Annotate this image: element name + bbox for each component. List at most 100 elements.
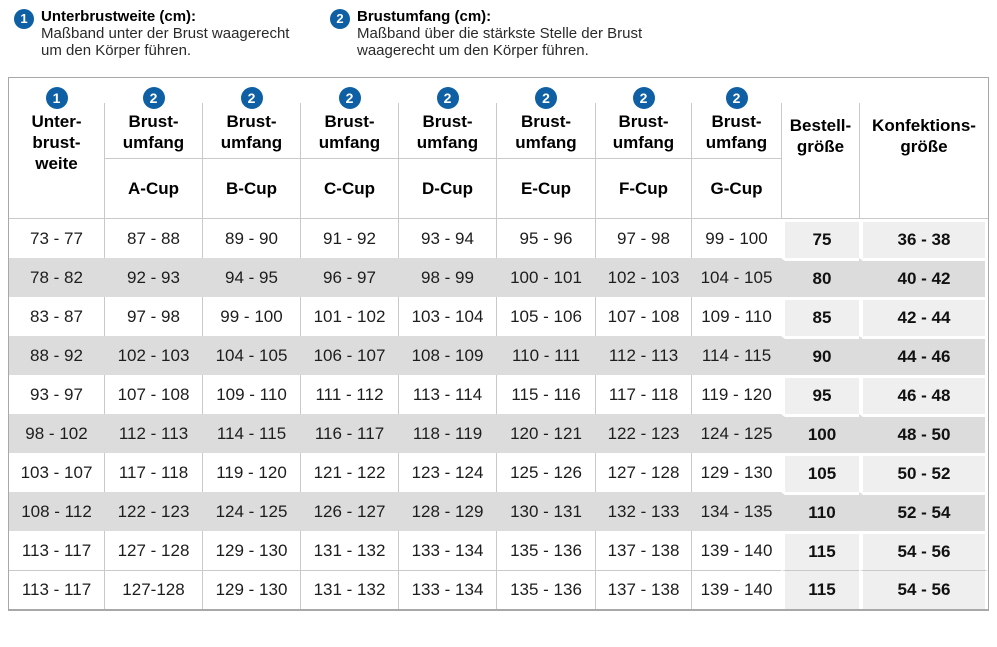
cup-range-cell: 98 - 99 [398, 258, 496, 297]
cup-range-cell: 139 - 140 [691, 531, 781, 570]
number-2-badge-icon: 2 [338, 87, 361, 109]
cup-range-cell: 107 - 108 [595, 297, 691, 336]
order-size-cell: 115 [781, 531, 859, 570]
bust-header-line: Brust- [422, 112, 473, 131]
clothing-size-cell: 36 - 38 [859, 219, 988, 258]
bust-header-line: Brust- [226, 112, 277, 131]
cup-range-cell: 124 - 125 [202, 492, 300, 531]
cup-range-cell: 133 - 134 [398, 531, 496, 570]
cup-range-cell: 117 - 118 [595, 375, 691, 414]
bust-circumference-column-header: 2 Brust-umfang [496, 78, 595, 159]
bust-header-line: umfang [220, 133, 283, 152]
cup-range-cell: 102 - 103 [595, 258, 691, 297]
cup-range-cell: 94 - 95 [202, 258, 300, 297]
size-row: 78 - 82 92 - 93 94 - 95 96 - 97 98 - 99 100 -… [9, 258, 988, 297]
cup-range-cell: 135 - 136 [496, 531, 595, 570]
cup-range-cell: 101 - 102 [300, 297, 398, 336]
clothing-size-cell: 44 - 46 [859, 336, 988, 375]
clothing-size-header-line: größe [900, 137, 948, 156]
bust-header-line: Brust- [128, 112, 179, 131]
cup-range-cell: 117 - 118 [104, 453, 202, 492]
clothing-size-header-line: Konfektions- [872, 116, 976, 135]
number-2-badge-icon: 2 [240, 87, 263, 109]
underbust-header-line: weite [35, 154, 78, 173]
cup-range-cell: 125 - 126 [496, 453, 595, 492]
bust-header-line: umfang [612, 133, 675, 152]
cup-range-cell: 103 - 104 [398, 297, 496, 336]
cup-size-header: A-Cup [104, 159, 202, 219]
cup-range-cell: 133 - 134 [398, 570, 496, 609]
cup-range-cell: 127 - 128 [595, 453, 691, 492]
clothing-size-cell: 54 - 56 [859, 531, 988, 570]
cup-range-cell: 100 - 101 [496, 258, 595, 297]
cup-range-cell: 105 - 106 [496, 297, 595, 336]
bust-circumference-column-header: 2 Brust-umfang [202, 78, 300, 159]
cup-range-cell: 87 - 88 [104, 219, 202, 258]
cup-range-cell: 110 - 111 [496, 336, 595, 375]
order-size-cell: 110 [781, 492, 859, 531]
underbust-cell: 93 - 97 [9, 375, 104, 414]
cup-range-cell: 112 - 113 [595, 336, 691, 375]
cup-range-cell: 109 - 110 [691, 297, 781, 336]
cup-range-cell: 107 - 108 [104, 375, 202, 414]
cup-range-cell: 129 - 130 [202, 531, 300, 570]
cup-range-cell: 97 - 98 [104, 297, 202, 336]
cup-range-cell: 109 - 110 [202, 375, 300, 414]
legend-item-bust: 2 Brustumfang (cm): Maßband über die stä… [330, 8, 642, 59]
cup-size-header: G-Cup [691, 159, 781, 219]
cup-range-cell: 102 - 103 [104, 336, 202, 375]
bust-circumference-column-header: 2 Brust-umfang [691, 78, 781, 159]
legend-text-bust: Brustumfang (cm): Maßband über die stärk… [357, 8, 642, 59]
table-header: 1 Unter- brust- weite 2 Brust-umfang 2 Brus… [9, 78, 988, 219]
order-size-cell: 90 [781, 336, 859, 375]
order-size-column-header: Bestell- größe [781, 78, 859, 219]
size-row: 113 - 117 127-128 129 - 130 131 - 132 133 - … [9, 570, 988, 609]
cup-range-cell: 97 - 98 [595, 219, 691, 258]
cup-range-cell: 95 - 96 [496, 219, 595, 258]
table-body: 73 - 77 87 - 88 89 - 90 91 - 92 93 - 94 95 - … [9, 219, 988, 609]
number-2-badge-icon: 2 [330, 9, 350, 29]
cup-range-cell: 119 - 120 [202, 453, 300, 492]
order-size-cell: 105 [781, 453, 859, 492]
cup-range-cell: 124 - 125 [691, 414, 781, 453]
underbust-cell: 113 - 117 [9, 570, 104, 609]
cup-range-cell: 104 - 105 [202, 336, 300, 375]
number-2-badge-icon: 2 [632, 87, 655, 109]
bust-circumference-column-header: 2 Brust-umfang [300, 78, 398, 159]
size-row: 88 - 92 102 - 103 104 - 105 106 - 107 108 - … [9, 336, 988, 375]
number-1-badge-icon: 1 [45, 87, 68, 109]
legend-description-line: Maßband über die stärkste Stelle der Bru… [357, 25, 643, 42]
cup-range-cell: 120 - 121 [496, 414, 595, 453]
cup-range-cell: 108 - 109 [398, 336, 496, 375]
order-size-cell: 95 [781, 375, 859, 414]
cup-range-cell: 121 - 122 [300, 453, 398, 492]
size-chart-container: 1 Unter- brust- weite 2 Brust-umfang 2 Brus… [8, 77, 989, 611]
cup-range-cell: 116 - 117 [300, 414, 398, 453]
cup-range-cell: 128 - 129 [398, 492, 496, 531]
size-row: 108 - 112 122 - 123 124 - 125 126 - 127 128 … [9, 492, 988, 531]
legend-title-underbust: Unterbrustweite (cm): [41, 8, 197, 25]
underbust-cell: 108 - 112 [9, 492, 104, 531]
header-row-main: 1 Unter- brust- weite 2 Brust-umfang 2 Brus… [9, 78, 988, 219]
size-row: 103 - 107 117 - 118 119 - 120 121 - 122 123 … [9, 453, 988, 492]
clothing-size-cell: 46 - 48 [859, 375, 988, 414]
cup-range-cell: 129 - 130 [691, 453, 781, 492]
size-row: 93 - 97 107 - 108 109 - 110 111 - 112 113 - … [9, 375, 988, 414]
order-size-header-line: größe [796, 137, 845, 156]
order-size-cell: 100 [781, 414, 859, 453]
cup-range-cell: 93 - 94 [398, 219, 496, 258]
clothing-size-cell: 42 - 44 [859, 297, 988, 336]
underbust-cell: 78 - 82 [9, 258, 104, 297]
header-row-cups: A-Cup B-Cup C-Cup D-Cup E-Cup F-Cup G-Cup [9, 159, 988, 219]
bust-header-line: umfang [318, 133, 381, 152]
cup-range-cell: 126 - 127 [300, 492, 398, 531]
cup-size-header: B-Cup [202, 159, 300, 219]
legend-description-line: um den Körper führen. [41, 42, 192, 59]
cup-range-cell: 111 - 112 [300, 375, 398, 414]
cup-range-cell: 118 - 119 [398, 414, 496, 453]
cup-range-cell: 96 - 97 [300, 258, 398, 297]
cup-range-cell: 114 - 115 [202, 414, 300, 453]
cup-range-cell: 122 - 123 [104, 492, 202, 531]
cup-range-cell: 89 - 90 [202, 219, 300, 258]
cup-size-header: F-Cup [595, 159, 691, 219]
